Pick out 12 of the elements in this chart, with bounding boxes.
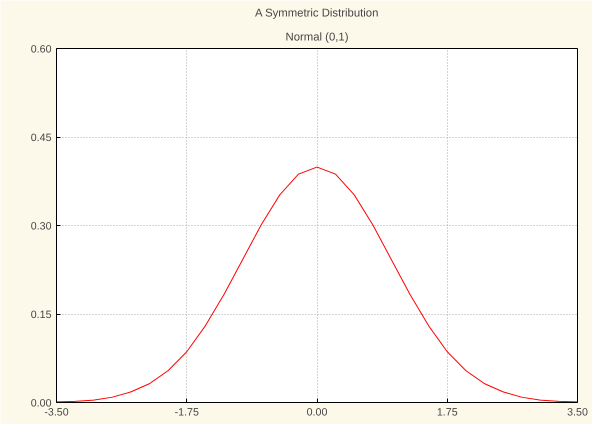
x-tick-label: 3.50 [567,406,588,418]
y-tick-label: 0.60 [30,44,52,56]
chart-title: A Symmetric Distribution [254,8,378,20]
y-tick-label: 0.15 [30,309,52,321]
chart-subtitle: Normal (0,1) [286,32,349,44]
x-tick-label: 0.00 [306,406,328,418]
x-tick-label: -1.75 [174,406,199,418]
x-tick-label: 1.75 [436,406,458,418]
y-tick-label: 0.00 [30,398,52,410]
y-tick-label: 0.45 [30,132,52,144]
x-tick-label: -3.50 [44,406,69,418]
y-tick-label: 0.30 [30,220,52,232]
